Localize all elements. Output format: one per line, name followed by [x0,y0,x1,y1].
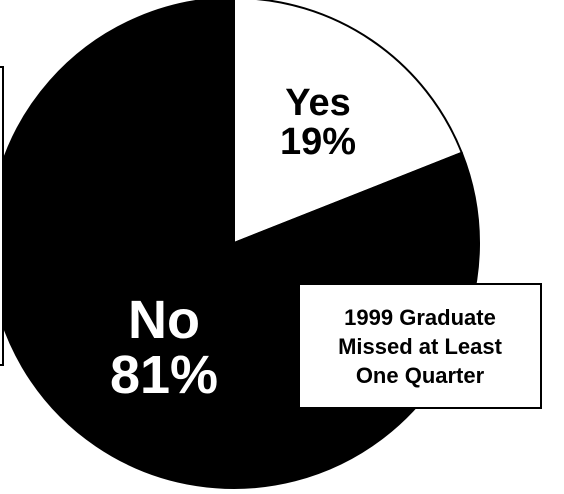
left-frame-border [0,66,4,366]
slice-category-label-no: No [128,290,200,350]
slice-value-label-yes: 19% [280,121,356,163]
pie-slice-yes [233,0,464,245]
slice-value-label-no: 81% [110,345,218,405]
pie-slices [0,0,480,489]
caption-line-1: 1999 Graduate [344,304,496,330]
slice-category-label-yes: Yes [285,82,351,124]
caption-line-2: Missed at Least [338,333,502,359]
caption-line-3: One Quarter [355,362,485,388]
chart-caption-box: 1999 Graduate Missed at Least One Quarte… [298,283,542,409]
